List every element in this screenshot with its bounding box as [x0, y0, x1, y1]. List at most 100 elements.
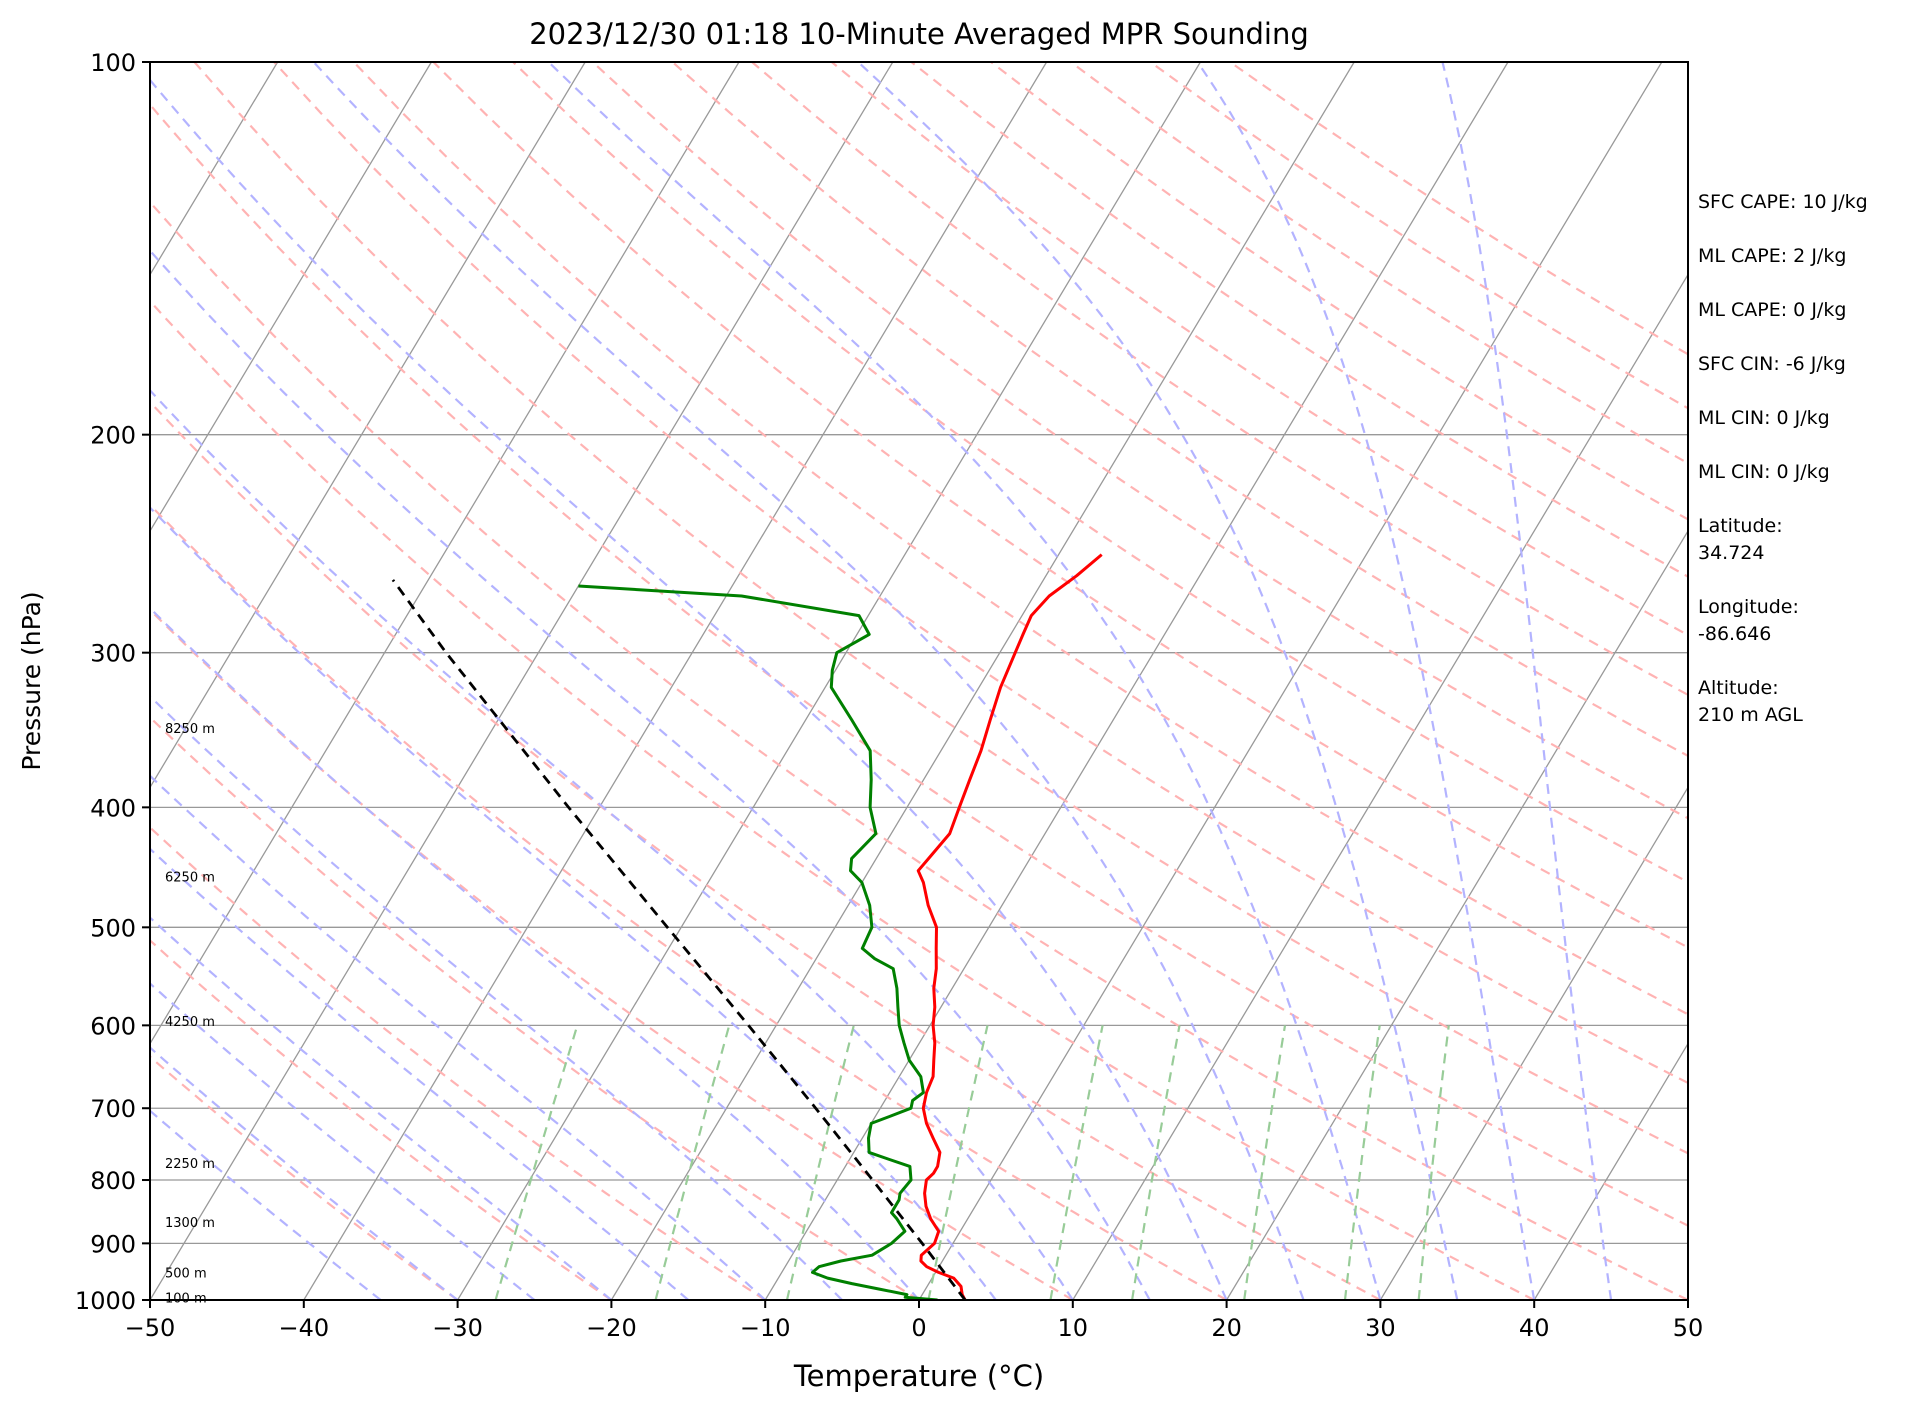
dry-adiabat: [150, 400, 1381, 1300]
dry-adiabat: [432, 62, 1688, 949]
annotation-text: ML CAPE: 2 J/kg: [1698, 245, 1846, 267]
isobar-gridlines: [150, 62, 1688, 1300]
annotation-text: 210 m AGL: [1698, 704, 1803, 726]
isotherm-line: [1533, 1042, 1688, 1300]
dry-adiabat: [831, 62, 1688, 637]
moist-adiabat: [150, 249, 1151, 1300]
height-label: 6250 m: [165, 871, 215, 886]
y-tick-label: 400: [90, 794, 136, 822]
dry-adiabat: [150, 503, 1228, 1300]
annotation-text: -86.646: [1698, 623, 1771, 645]
isotherm-line: [303, 62, 1048, 1300]
isotherm-line: [150, 62, 740, 1045]
x-tick-label: 20: [1211, 1314, 1242, 1342]
isotherm-line: [1072, 273, 1688, 1300]
chart-title: 2023/12/30 01:18 10-Minute Averaged MPR …: [529, 17, 1309, 51]
annotation-text: Latitude:: [1698, 515, 1783, 537]
isotherm-line: [457, 62, 1201, 1300]
x-tick-label: −50: [125, 1314, 176, 1342]
height-label: 100 m: [165, 1291, 207, 1306]
x-tick-label: 0: [911, 1314, 926, 1342]
y-tick-label: 500: [90, 914, 136, 942]
annotation-text: ML CAPE: 0 J/kg: [1698, 299, 1846, 321]
x-axis-ticks: −50 −40 −30 −20 −10 0 10 20 30 40 50: [125, 1300, 1703, 1342]
isotherm-line: [918, 62, 1663, 1300]
annotation-text: Altitude:: [1698, 677, 1779, 699]
height-label: 4250 m: [165, 1015, 215, 1030]
y-tick-label: 700: [90, 1095, 136, 1123]
moist-adiabat: [150, 774, 766, 1300]
mixing-ratio-line: [654, 1025, 731, 1300]
moist-adiabat: [150, 388, 1074, 1300]
sounding-parameters: SFC CAPE: 10 J/kg ML CAPE: 2 J/kg ML CAPE:…: [1698, 191, 1868, 726]
dry-adiabat: [150, 299, 1535, 1300]
height-label: 1300 m: [165, 1216, 215, 1231]
moist-adiabat: [150, 606, 920, 1300]
y-tick-label: 300: [90, 640, 136, 668]
x-tick-label: −10: [740, 1314, 791, 1342]
x-tick-label: 10: [1058, 1314, 1089, 1342]
moist-adiabat: [150, 1046, 459, 1300]
isotherm-line: [1226, 529, 1688, 1300]
dry-adiabat: [352, 62, 1688, 1016]
moist-adiabat: [312, 62, 1305, 1300]
dry-adiabat: [150, 825, 766, 1300]
annotation-text: 34.724: [1698, 542, 1764, 564]
isotherm-line: [150, 62, 894, 1300]
isotherm-line: [150, 62, 586, 789]
y-axis-label: Pressure (hPa): [17, 591, 46, 770]
mixing-ratio-line: [494, 1025, 579, 1300]
mixing-ratio-line: [1131, 1025, 1181, 1300]
mixing-ratio-line: [785, 1025, 855, 1300]
mixing-ratio-line: [927, 1025, 989, 1300]
height-labels: 100 m 500 m 1300 m 2250 m 4250 m 6250 m 8250 m: [165, 722, 215, 1306]
isotherm-line: [1379, 786, 1688, 1300]
mixing-ratio-line: [1243, 1025, 1287, 1300]
moist-adiabat: [150, 982, 536, 1300]
height-label: 2250 m: [165, 1157, 215, 1172]
annotation-text: SFC CAPE: 10 J/kg: [1698, 191, 1868, 213]
x-tick-label: 40: [1519, 1314, 1550, 1342]
dry-adiabat: [591, 62, 1688, 820]
y-tick-label: 200: [90, 422, 136, 450]
dry-adiabat: [150, 938, 613, 1300]
x-tick-label: 30: [1365, 1314, 1396, 1342]
annotation-text: SFC CIN: -6 J/kg: [1698, 353, 1846, 375]
sounding-series: [391, 553, 1103, 1300]
x-tick-label: −20: [586, 1314, 637, 1342]
annotation-text: Longitude:: [1698, 596, 1799, 618]
x-tick-label: −40: [278, 1314, 329, 1342]
y-tick-label: 600: [90, 1012, 136, 1040]
dry-adiabat: [150, 608, 1074, 1300]
moist-adiabat: [150, 847, 690, 1300]
moist-adiabat: [1196, 62, 1536, 1300]
isotherm-line: [610, 62, 1355, 1300]
mixing-ratio-lines: [494, 1025, 1450, 1300]
plot-area: [150, 62, 1688, 1300]
temperature-profile: [916, 553, 1103, 1300]
dewpoint-profile: [578, 584, 938, 1300]
moist-adiabat: [150, 916, 613, 1300]
mixing-ratio-line: [1049, 1025, 1104, 1300]
mixing-ratio-line: [1343, 1025, 1381, 1300]
isotherm-line: [150, 62, 432, 533]
isotherm-line: [150, 62, 279, 276]
moist-adiabat: [150, 1109, 382, 1300]
dry-adiabats: [150, 62, 1688, 1300]
y-tick-label: 100: [90, 49, 136, 77]
x-axis-label: Temperature (°C): [793, 1359, 1044, 1393]
dry-adiabat: [150, 715, 920, 1300]
annotation-text: ML CIN: 0 J/kg: [1698, 407, 1830, 429]
isotherm-line: [764, 62, 1509, 1300]
moist-adiabat: [150, 506, 997, 1300]
x-tick-label: −30: [432, 1314, 483, 1342]
isotherm-gridlines: [150, 62, 1688, 1300]
y-axis-ticks: 1000 900 800 700 600 500 400 300 200 100: [75, 49, 150, 1315]
height-label: 500 m: [165, 1266, 207, 1281]
y-tick-label: 800: [90, 1167, 136, 1195]
dry-adiabat: [193, 62, 1688, 1155]
moist-adiabat: [150, 694, 843, 1300]
y-tick-label: 1000: [75, 1287, 136, 1315]
height-label: 8250 m: [165, 722, 215, 737]
